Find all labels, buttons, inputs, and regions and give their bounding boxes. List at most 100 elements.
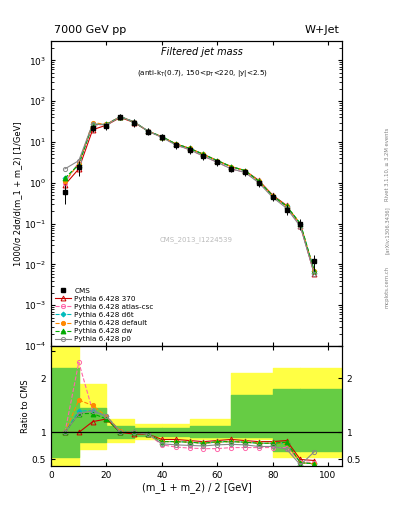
Pythia 6.428 dw: [160, 134, 164, 140]
Pythia 6.428 d6t: [215, 158, 220, 164]
Pythia 6.428 default: [270, 193, 275, 199]
Pythia 6.428 atlas-csc: [298, 222, 303, 228]
Pythia 6.428 p0: [215, 159, 220, 165]
Pythia 6.428 370: [242, 167, 247, 174]
Pythia 6.428 atlas-csc: [146, 128, 151, 134]
Pythia 6.428 default: [242, 167, 247, 174]
Pythia 6.428 default: [201, 151, 206, 157]
Pythia 6.428 370: [229, 163, 233, 169]
Pythia 6.428 d6t: [104, 121, 109, 127]
Pythia 6.428 atlas-csc: [284, 204, 289, 210]
Pythia 6.428 dw: [215, 158, 220, 164]
Pythia 6.428 dw: [284, 203, 289, 209]
Pythia 6.428 p0: [187, 146, 192, 153]
Pythia 6.428 p0: [257, 180, 261, 186]
Pythia 6.428 370: [201, 151, 206, 157]
Pythia 6.428 default: [173, 141, 178, 147]
Line: Pythia 6.428 d6t: Pythia 6.428 d6t: [63, 115, 316, 272]
Pythia 6.428 dw: [104, 121, 109, 127]
Pythia 6.428 d6t: [312, 268, 317, 274]
Pythia 6.428 dw: [90, 121, 95, 127]
Pythia 6.428 370: [62, 182, 67, 188]
Pythia 6.428 default: [187, 145, 192, 152]
Pythia 6.428 d6t: [132, 119, 136, 125]
Pythia 6.428 p0: [270, 195, 275, 201]
Pythia 6.428 dw: [76, 161, 81, 167]
Pythia 6.428 d6t: [160, 134, 164, 140]
Pythia 6.428 370: [146, 128, 151, 134]
Pythia 6.428 d6t: [284, 203, 289, 209]
Pythia 6.428 dw: [242, 167, 247, 174]
Pythia 6.428 p0: [298, 223, 303, 229]
Y-axis label: Ratio to CMS: Ratio to CMS: [22, 379, 31, 433]
Pythia 6.428 atlas-csc: [62, 180, 67, 186]
Pythia 6.428 default: [160, 134, 164, 140]
Pythia 6.428 d6t: [187, 145, 192, 152]
Pythia 6.428 dw: [62, 175, 67, 181]
Pythia 6.428 dw: [229, 163, 233, 169]
Pythia 6.428 atlas-csc: [187, 146, 192, 153]
Pythia 6.428 default: [118, 114, 123, 120]
Pythia 6.428 d6t: [270, 193, 275, 199]
Pythia 6.428 atlas-csc: [173, 142, 178, 148]
Pythia 6.428 atlas-csc: [242, 169, 247, 176]
Pythia 6.428 p0: [229, 166, 233, 172]
Pythia 6.428 dw: [173, 141, 178, 147]
X-axis label: (m_1 + m_2) / 2 [GeV]: (m_1 + m_2) / 2 [GeV]: [141, 482, 252, 494]
Pythia 6.428 atlas-csc: [229, 166, 233, 172]
Pythia 6.428 d6t: [146, 128, 151, 134]
Pythia 6.428 d6t: [90, 121, 95, 127]
Pythia 6.428 dw: [312, 268, 317, 274]
Y-axis label: 1000/σ 2dσ/d(m_1 + m_2) [1/GeV]: 1000/σ 2dσ/d(m_1 + m_2) [1/GeV]: [13, 121, 22, 266]
Pythia 6.428 dw: [146, 128, 151, 134]
Pythia 6.428 default: [215, 158, 220, 164]
Pythia 6.428 atlas-csc: [312, 270, 317, 276]
Pythia 6.428 p0: [104, 122, 109, 128]
Pythia 6.428 d6t: [229, 163, 233, 169]
Pythia 6.428 p0: [132, 119, 136, 125]
Text: Rivet 3.1.10, ≥ 3.2M events: Rivet 3.1.10, ≥ 3.2M events: [385, 127, 390, 201]
Pythia 6.428 atlas-csc: [257, 179, 261, 185]
Text: [arXiv:1306.3436]: [arXiv:1306.3436]: [385, 206, 390, 254]
Pythia 6.428 370: [90, 126, 95, 133]
Pythia 6.428 d6t: [201, 151, 206, 157]
Text: (anti-k$_\mathsf{T}$(0.7), 150<p$_\mathsf{T}$<220, |y|<2.5): (anti-k$_\mathsf{T}$(0.7), 150<p$_\maths…: [137, 69, 268, 79]
Text: W+Jet: W+Jet: [304, 25, 339, 35]
Line: Pythia 6.428 default: Pythia 6.428 default: [63, 115, 316, 273]
Pythia 6.428 370: [104, 122, 109, 128]
Pythia 6.428 p0: [90, 121, 95, 127]
Pythia 6.428 370: [118, 114, 123, 120]
Pythia 6.428 default: [76, 161, 81, 167]
Pythia 6.428 dw: [187, 145, 192, 152]
Pythia 6.428 default: [146, 128, 151, 134]
Pythia 6.428 dw: [298, 221, 303, 227]
Line: Pythia 6.428 p0: Pythia 6.428 p0: [63, 115, 316, 275]
Pythia 6.428 370: [298, 222, 303, 228]
Pythia 6.428 atlas-csc: [201, 153, 206, 159]
Pythia 6.428 p0: [284, 205, 289, 211]
Pythia 6.428 atlas-csc: [132, 119, 136, 125]
Pythia 6.428 370: [187, 145, 192, 152]
Pythia 6.428 atlas-csc: [215, 159, 220, 165]
Pythia 6.428 atlas-csc: [160, 134, 164, 140]
Pythia 6.428 default: [229, 163, 233, 169]
Text: CMS_2013_I1224539: CMS_2013_I1224539: [160, 236, 233, 243]
Pythia 6.428 default: [312, 268, 317, 274]
Pythia 6.428 atlas-csc: [90, 123, 95, 129]
Pythia 6.428 d6t: [118, 114, 123, 120]
Legend: CMS, Pythia 6.428 370, Pythia 6.428 atlas-csc, Pythia 6.428 d6t, Pythia 6.428 de: CMS, Pythia 6.428 370, Pythia 6.428 atla…: [53, 286, 155, 344]
Pythia 6.428 p0: [160, 134, 164, 140]
Pythia 6.428 d6t: [298, 221, 303, 227]
Pythia 6.428 370: [173, 141, 178, 147]
Pythia 6.428 370: [270, 192, 275, 198]
Pythia 6.428 default: [104, 121, 109, 127]
Pythia 6.428 atlas-csc: [104, 121, 109, 127]
Line: Pythia 6.428 atlas-csc: Pythia 6.428 atlas-csc: [63, 115, 316, 275]
Pythia 6.428 default: [90, 119, 95, 125]
Pythia 6.428 370: [160, 134, 164, 140]
Line: Pythia 6.428 dw: Pythia 6.428 dw: [62, 114, 317, 273]
Pythia 6.428 atlas-csc: [270, 194, 275, 200]
Text: mcplots.cern.ch: mcplots.cern.ch: [385, 266, 390, 308]
Pythia 6.428 p0: [76, 158, 81, 164]
Pythia 6.428 370: [132, 119, 136, 125]
